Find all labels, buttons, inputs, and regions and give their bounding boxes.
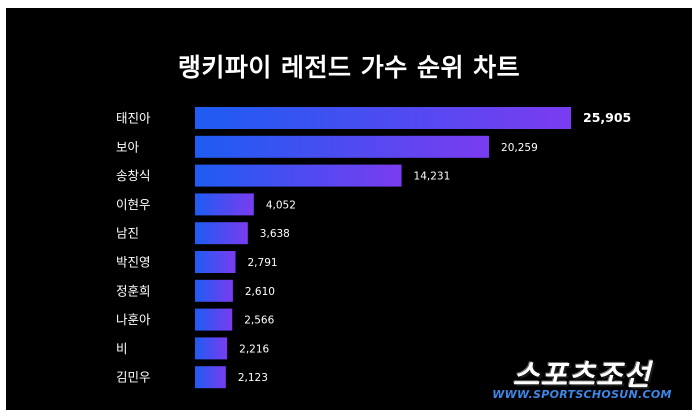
- value-label: 2,216: [239, 343, 269, 355]
- value-label: 2,791: [248, 257, 278, 269]
- value-label: 14,231: [414, 171, 451, 183]
- category-label: 나훈아: [116, 312, 151, 327]
- bar: [195, 222, 248, 245]
- category-label: 송창식: [116, 168, 151, 183]
- chart-frame: 랭키파이 레전드 가수 순위 차트 태진아 25,905 보아 20,259 송창식 14…: [6, 8, 692, 410]
- watermark-english: WWW.SPORTSCHOSUN.COM: [492, 388, 672, 401]
- value-label: 2,566: [244, 315, 274, 327]
- bar: [195, 164, 402, 187]
- bar: [195, 366, 226, 389]
- bar-chart: 태진아 25,905 보아 20,259 송창식 14,231 이현우 4,052 남진 3,63…: [116, 107, 631, 389]
- category-label: 태진아: [116, 111, 151, 126]
- category-label: 남진: [116, 226, 139, 241]
- category-label: 정훈희: [116, 283, 151, 298]
- value-label: 20,259: [501, 142, 538, 154]
- category-label: 보아: [116, 139, 140, 154]
- category-label: 김민우: [116, 370, 151, 385]
- category-label: 비: [116, 341, 128, 356]
- bar: [195, 107, 571, 129]
- category-label: 이현우: [116, 197, 151, 212]
- value-label: 2,610: [245, 286, 275, 298]
- bar: [195, 308, 233, 331]
- watermark-korean: 스포츠조선: [512, 358, 652, 392]
- bar: [195, 193, 254, 216]
- bar: [195, 279, 233, 302]
- value-label: 3,638: [260, 228, 290, 240]
- value-label: 25,905: [583, 110, 631, 125]
- bar: [195, 251, 236, 273]
- value-label: 2,123: [238, 372, 268, 384]
- bar: [195, 337, 228, 360]
- category-label: 박진영: [116, 255, 151, 270]
- chart-title: 랭키파이 레전드 가수 순위 차트: [177, 53, 521, 82]
- bar: [195, 135, 490, 158]
- value-label: 4,052: [266, 199, 296, 211]
- watermark-logo: 스포츠조선 WWW.SPORTSCHOSUN.COM: [492, 352, 672, 404]
